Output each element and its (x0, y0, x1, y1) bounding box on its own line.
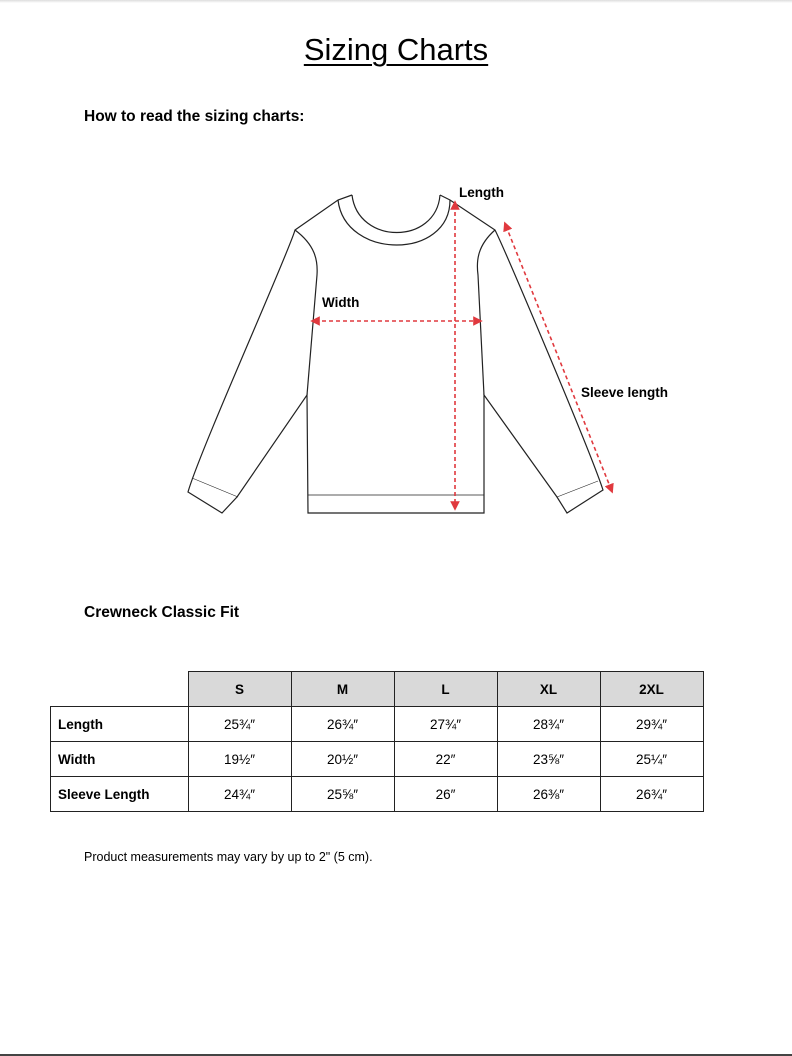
length-label: Length (459, 185, 504, 200)
table-cell: 25¾″ (187, 706, 292, 742)
column-header: M (290, 671, 395, 707)
width-label: Width (322, 295, 360, 310)
column-header: S (187, 671, 292, 707)
table-cell: 26″ (393, 776, 498, 812)
table-cell: 23⅝″ (496, 741, 601, 777)
row-label: Length (50, 706, 189, 742)
measurement-note: Product measurements may vary by up to 2… (84, 850, 373, 864)
table-cell: 26⅜″ (496, 776, 601, 812)
sweater-diagram (187, 194, 614, 514)
table-cell: 19½″ (187, 741, 292, 777)
table-cell: 25⅝″ (290, 776, 395, 812)
how-to-read-heading: How to read the sizing charts: (84, 108, 305, 125)
table-cell: 27¾″ (393, 706, 498, 742)
table-row: Sleeve Length 24¾″ 25⅝″ 26″ 26⅜″ 26¾″ (50, 776, 704, 812)
table-cell: 28¾″ (496, 706, 601, 742)
section-heading: Crewneck Classic Fit (84, 604, 240, 621)
sweater-outline (187, 194, 604, 514)
table-cell: 26¾″ (599, 776, 704, 812)
table-row: Width 19½″ 20½″ 22″ 23⅝″ 25¼″ (50, 741, 704, 777)
table-cell: 26¾″ (290, 706, 395, 742)
sleeve-arrow (503, 221, 614, 494)
table-row: Length 25¾″ 26¾″ 27¾″ 28¾″ 29¾″ (50, 706, 704, 742)
table-cell: 24¾″ (187, 776, 292, 812)
table-cell: 20½″ (290, 741, 395, 777)
table-cell: 29¾″ (599, 706, 704, 742)
page-title: Sizing Charts (303, 32, 489, 67)
table-cell: 22″ (393, 741, 498, 777)
column-header: 2XL (599, 671, 704, 707)
sleeve-length-label: Sleeve length (581, 385, 669, 400)
table-cell: 25¼″ (599, 741, 704, 777)
page-top-edge (0, 0, 792, 3)
column-header: L (393, 671, 498, 707)
page-bottom-edge (0, 1054, 792, 1056)
row-label: Sleeve Length (50, 776, 189, 812)
sizing-table: S M L XL 2XL Length 25¾″ 26¾″ 27¾″ 28¾″ … (50, 671, 704, 812)
table-header-row: S M L XL 2XL (50, 671, 704, 707)
row-label: Width (50, 741, 189, 777)
column-header: XL (496, 671, 601, 707)
